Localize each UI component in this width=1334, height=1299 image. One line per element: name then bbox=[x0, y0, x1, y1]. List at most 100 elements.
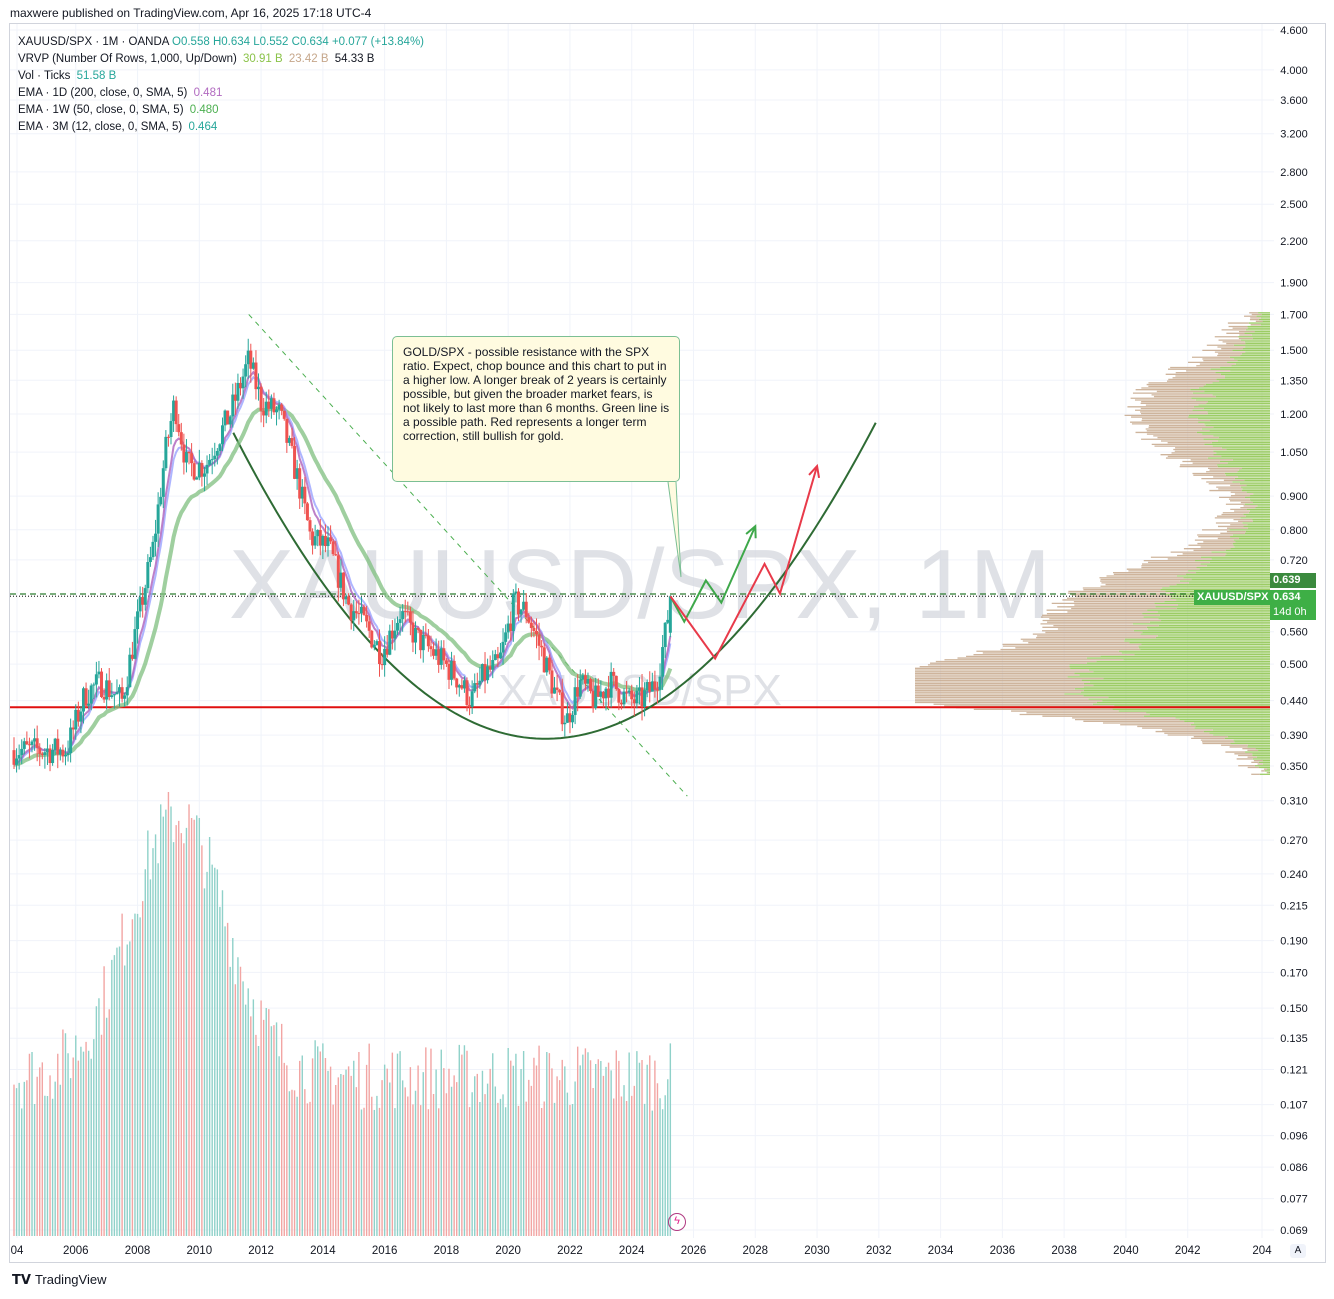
x-tick-label: 2038 bbox=[1051, 1245, 1077, 1257]
candle-body bbox=[661, 647, 665, 677]
candle-body bbox=[179, 432, 183, 445]
candle-body bbox=[71, 727, 75, 730]
legend-symbol-name: XAUUSD/SPX · 1M · OANDA bbox=[18, 36, 169, 48]
candle-body bbox=[578, 679, 582, 697]
candle-body bbox=[226, 410, 230, 425]
candle-body bbox=[663, 622, 667, 648]
candle-body bbox=[648, 682, 652, 692]
legend-ema2-name: EMA · 1W (50, close, 0, SMA, 5) bbox=[18, 104, 184, 116]
volume-bars bbox=[13, 791, 672, 1236]
legend-vol[interactable]: Vol · Ticks 51.58 B bbox=[18, 68, 424, 85]
candle-body bbox=[30, 741, 34, 745]
candle-body bbox=[385, 648, 389, 655]
candle-body bbox=[421, 634, 425, 651]
candle-body bbox=[414, 627, 418, 643]
candle-body bbox=[17, 755, 21, 759]
candle-body bbox=[239, 382, 243, 389]
candle-body bbox=[401, 611, 405, 620]
candle-body bbox=[40, 753, 44, 755]
legend-high: H0.634 bbox=[212, 36, 251, 48]
candle-body bbox=[69, 727, 73, 754]
candle-body bbox=[308, 520, 312, 532]
candle-body bbox=[303, 486, 307, 504]
candle-body bbox=[496, 654, 500, 659]
y-tick-label: 0.190 bbox=[1280, 936, 1308, 948]
candle-body bbox=[372, 644, 376, 648]
candle-body bbox=[81, 688, 85, 712]
candle-body bbox=[251, 362, 255, 369]
candle-body bbox=[329, 537, 333, 542]
candle-body bbox=[38, 747, 42, 754]
candle-body bbox=[444, 660, 448, 664]
legend-ema2-value: 0.480 bbox=[189, 104, 219, 116]
y-tick-label: 1.350 bbox=[1280, 375, 1308, 387]
candle-body bbox=[529, 622, 533, 629]
candle-body bbox=[380, 664, 384, 666]
candle-body bbox=[573, 687, 577, 715]
auto-scale-button[interactable]: A bbox=[1290, 1244, 1306, 1258]
candle-body bbox=[61, 749, 65, 757]
candle-body bbox=[136, 611, 140, 630]
candle-body bbox=[115, 692, 119, 695]
x-tick-label: 2026 bbox=[681, 1245, 707, 1257]
volume-profile bbox=[915, 312, 1270, 775]
legend-vrvp-total: 54.33 B bbox=[334, 53, 375, 65]
candle-body bbox=[120, 687, 124, 699]
candle-body bbox=[143, 588, 147, 605]
candle-body bbox=[298, 468, 302, 499]
candle-body bbox=[627, 690, 631, 693]
candle-body bbox=[632, 699, 636, 704]
candle-body bbox=[609, 671, 613, 698]
candle-body bbox=[12, 750, 16, 765]
candle-body bbox=[439, 648, 443, 665]
candle-body bbox=[511, 593, 515, 631]
candle-body bbox=[215, 450, 219, 456]
y-tick-label: 0.215 bbox=[1280, 900, 1308, 912]
candle-body bbox=[565, 713, 569, 723]
candle-body bbox=[488, 666, 492, 670]
candle-body bbox=[341, 572, 345, 600]
candle-body bbox=[295, 468, 299, 479]
candle-body bbox=[658, 676, 662, 690]
candle-body bbox=[377, 641, 381, 665]
price-axis: 4.600 4.000 3.600 3.200 2.800 2.500 2.200 1.900… bbox=[1280, 25, 1308, 1237]
candle-body bbox=[311, 531, 315, 546]
candle-body bbox=[437, 649, 441, 665]
y-tick-label: 0.150 bbox=[1280, 1003, 1308, 1015]
candle-body bbox=[666, 619, 670, 623]
candle-body bbox=[596, 685, 600, 697]
candle-body bbox=[411, 622, 415, 643]
legend-symbol[interactable]: XAUUSD/SPX · 1M · OANDA O0.558 H0.634 L0… bbox=[18, 34, 424, 51]
candle-body bbox=[419, 629, 423, 651]
horizontal-levels bbox=[10, 593, 1270, 709]
candle-body bbox=[540, 645, 544, 648]
candle-body bbox=[141, 597, 145, 605]
legend-ema1[interactable]: EMA · 1D (200, close, 0, SMA, 5) 0.481 bbox=[18, 85, 424, 102]
candle-body bbox=[154, 533, 158, 542]
projection-paths bbox=[667, 463, 821, 661]
candle-body bbox=[583, 675, 587, 684]
candle-body bbox=[92, 684, 96, 686]
candle-body bbox=[576, 687, 580, 697]
y-tick-label: 1.900 bbox=[1280, 278, 1308, 290]
candle-body bbox=[655, 689, 659, 691]
candle-body bbox=[406, 611, 410, 613]
candle-body bbox=[33, 738, 37, 742]
candle-body bbox=[617, 689, 621, 703]
candle-body bbox=[398, 619, 402, 623]
x-tick-label: 2006 bbox=[63, 1245, 89, 1257]
legend-vrvp[interactable]: VRVP (Number Of Rows, 1,000, Up/Down) 30… bbox=[18, 51, 424, 68]
legend-ema2[interactable]: EMA · 1W (50, close, 0, SMA, 5) 0.480 bbox=[18, 102, 424, 119]
lightning-icon[interactable]: ϟ bbox=[668, 1213, 686, 1231]
time-axis: 04 2006 2008 2010 2012 2014 2016 2018 2020 2022 20… bbox=[11, 1245, 1273, 1257]
candle-body bbox=[220, 425, 224, 445]
candle-body bbox=[470, 691, 474, 707]
annotation-note[interactable]: GOLD/SPX - possible resistance with the … bbox=[392, 336, 680, 482]
candle-body bbox=[190, 453, 194, 464]
legend-ema3[interactable]: EMA · 3M (12, close, 0, SMA, 5) 0.464 bbox=[18, 119, 424, 136]
candle-body bbox=[560, 692, 564, 725]
candle-body bbox=[182, 444, 186, 463]
candle-body bbox=[326, 537, 330, 547]
candle-body bbox=[604, 688, 608, 699]
